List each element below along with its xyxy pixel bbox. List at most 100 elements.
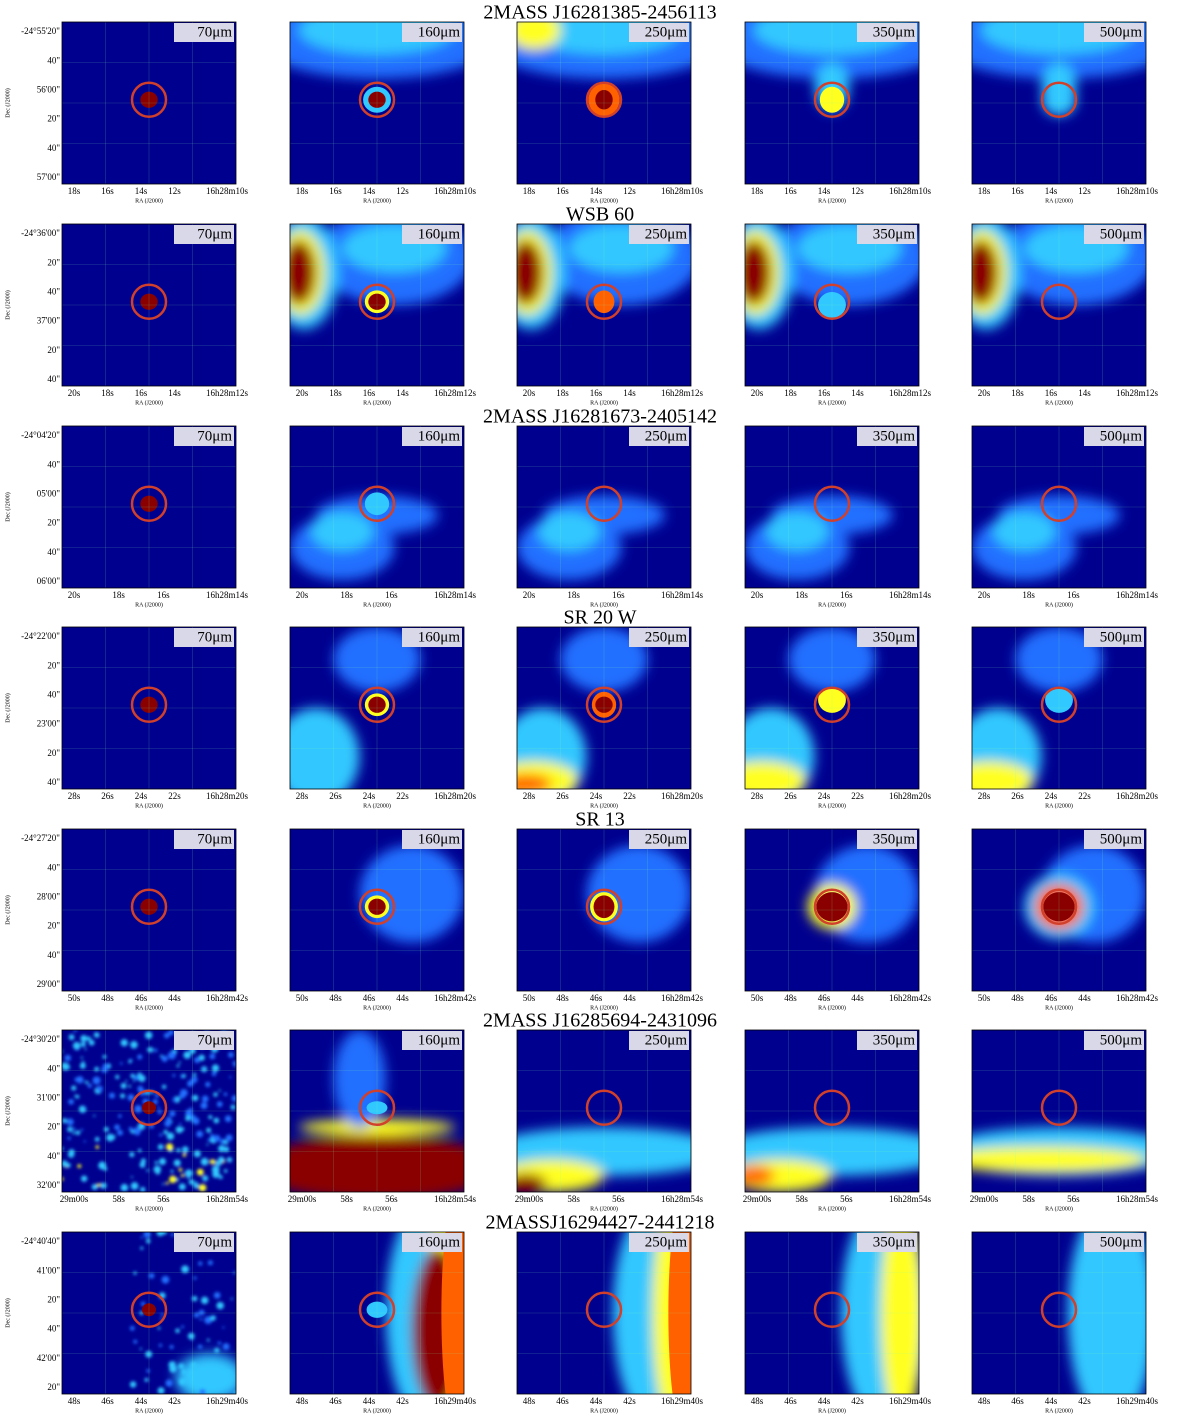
ra-tick-label: 42s xyxy=(168,1396,181,1406)
dec-tick-label: 40" xyxy=(47,374,60,384)
x-axis-label: RA (J2000) xyxy=(363,802,391,809)
band-label-box xyxy=(402,23,462,42)
noise-spot xyxy=(74,1077,80,1082)
ra-tick-label: 16h29m40s xyxy=(434,1396,477,1406)
ra-tick-label: 16h28m42s xyxy=(889,993,932,1003)
noise-spot xyxy=(178,1378,187,1386)
band-label: 70μm xyxy=(197,1234,232,1250)
noise-spot xyxy=(130,1041,138,1049)
ra-tick-label: 44s xyxy=(363,1396,376,1406)
ra-tick-label: 18s xyxy=(329,388,342,398)
ra-tick-label: 44s xyxy=(818,1396,831,1406)
band-label-box xyxy=(174,628,234,647)
noise-spot xyxy=(103,1126,109,1132)
emission xyxy=(745,495,893,580)
band-label-box xyxy=(629,225,689,244)
panel-image xyxy=(745,224,919,386)
emission-blob xyxy=(298,1119,456,1136)
x-axis-label: RA (J2000) xyxy=(363,1407,391,1414)
noise-spot xyxy=(75,1094,80,1099)
band-label-box xyxy=(402,427,462,446)
row-title: 2MASS J16281385-2456113 xyxy=(483,2,716,24)
noise-spot xyxy=(226,1370,230,1374)
noise-spot xyxy=(179,1122,182,1125)
x-axis-label: RA (J2000) xyxy=(818,601,846,608)
panel-frame xyxy=(971,1231,1147,1395)
noise-spot xyxy=(146,1369,150,1373)
ra-tick-label: 56s xyxy=(612,1194,625,1204)
emission-blob xyxy=(593,895,615,919)
ra-tick-label: 50s xyxy=(523,993,536,1003)
source-aperture xyxy=(130,283,168,321)
panel-frame xyxy=(744,223,920,387)
noise-spot xyxy=(79,1062,86,1069)
panel-frame xyxy=(61,626,237,790)
ra-tick-label: 16s xyxy=(556,186,569,196)
dec-tick-label: 20" xyxy=(47,1122,60,1132)
source-aperture xyxy=(358,686,396,724)
noise-spot xyxy=(233,1271,236,1275)
band-label-box xyxy=(174,1031,234,1050)
panel-image xyxy=(972,22,1146,184)
band-label-box xyxy=(402,1233,462,1252)
x-axis-label: RA (J2000) xyxy=(1045,399,1073,406)
dec-tick-label: 32'00" xyxy=(37,1180,61,1190)
emission-blob xyxy=(368,898,386,915)
ra-tick-label: 22s xyxy=(1078,791,1091,801)
ra-tick-label: 22s xyxy=(623,791,636,801)
emission-blob xyxy=(595,90,613,110)
emission-blob xyxy=(745,240,772,305)
noise-spot xyxy=(181,1325,184,1329)
panel-frame xyxy=(516,223,692,387)
emission-blob xyxy=(368,696,386,713)
noise-spot xyxy=(67,1126,73,1133)
ra-tick-label: 58s xyxy=(112,1194,125,1204)
emission xyxy=(972,495,1120,580)
ra-tick-label: 16h28m20s xyxy=(889,791,932,801)
noise-spot xyxy=(80,1128,84,1132)
emission-blob xyxy=(745,1166,775,1186)
noise-spot xyxy=(161,1275,170,1284)
noise-spot xyxy=(132,1079,135,1082)
source-aperture xyxy=(358,1089,396,1127)
dec-tick-label: 40" xyxy=(47,1151,60,1161)
noise-spot xyxy=(223,1169,228,1173)
dec-tick-label: 40" xyxy=(47,1063,60,1073)
ra-tick-label: 28s xyxy=(523,791,536,801)
ra-tick-label: 18s xyxy=(1011,388,1024,398)
ra-tick-label: 48s xyxy=(1011,993,1024,1003)
noise-spot xyxy=(192,1117,200,1125)
panel-frame xyxy=(516,1029,692,1193)
ra-tick-label: 26s xyxy=(784,791,797,801)
band-label: 160μm xyxy=(418,1234,461,1250)
ra-tick-label: 58s xyxy=(567,1194,580,1204)
emission-blob xyxy=(745,1159,832,1192)
ra-tick-label: 18s xyxy=(340,590,353,600)
emission xyxy=(840,1232,919,1394)
noise-spot xyxy=(187,1080,194,1087)
ra-tick-label: 12s xyxy=(396,186,409,196)
noise-spot xyxy=(169,1110,176,1117)
noise-spot xyxy=(133,1271,137,1275)
emission-blob xyxy=(972,761,1033,789)
y-axis-label: Dec (J2000) xyxy=(4,88,11,118)
dec-tick-label: -24°04'20" xyxy=(21,430,60,440)
noise-spot xyxy=(72,1127,76,1131)
noise-spot xyxy=(137,1085,144,1092)
noise-spot xyxy=(181,1369,187,1375)
dec-tick-label: -24°27'20" xyxy=(21,833,60,843)
noise-spot xyxy=(100,1182,107,1189)
emission-blob xyxy=(366,1301,388,1318)
panel: 350μm 28s 26s 24s 22s 16h28m20s RA (J2000) xyxy=(744,626,932,809)
ra-tick-label: 16h28m14s xyxy=(434,590,477,600)
panel-image xyxy=(745,22,919,184)
emission-blob xyxy=(290,240,317,305)
noise-spot xyxy=(68,1149,75,1156)
source-aperture xyxy=(1040,686,1078,724)
ra-tick-label: 16h28m12s xyxy=(1116,388,1159,398)
x-axis-label: RA (J2000) xyxy=(818,1407,846,1414)
noise-spot xyxy=(218,1175,223,1180)
ra-tick-label: 14s xyxy=(590,186,603,196)
noise-spot xyxy=(200,1102,208,1110)
panel-frame xyxy=(971,21,1147,185)
